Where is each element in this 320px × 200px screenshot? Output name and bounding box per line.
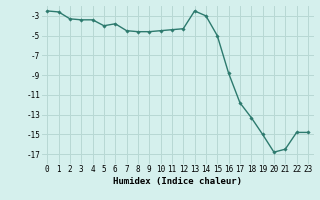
X-axis label: Humidex (Indice chaleur): Humidex (Indice chaleur) xyxy=(113,177,242,186)
